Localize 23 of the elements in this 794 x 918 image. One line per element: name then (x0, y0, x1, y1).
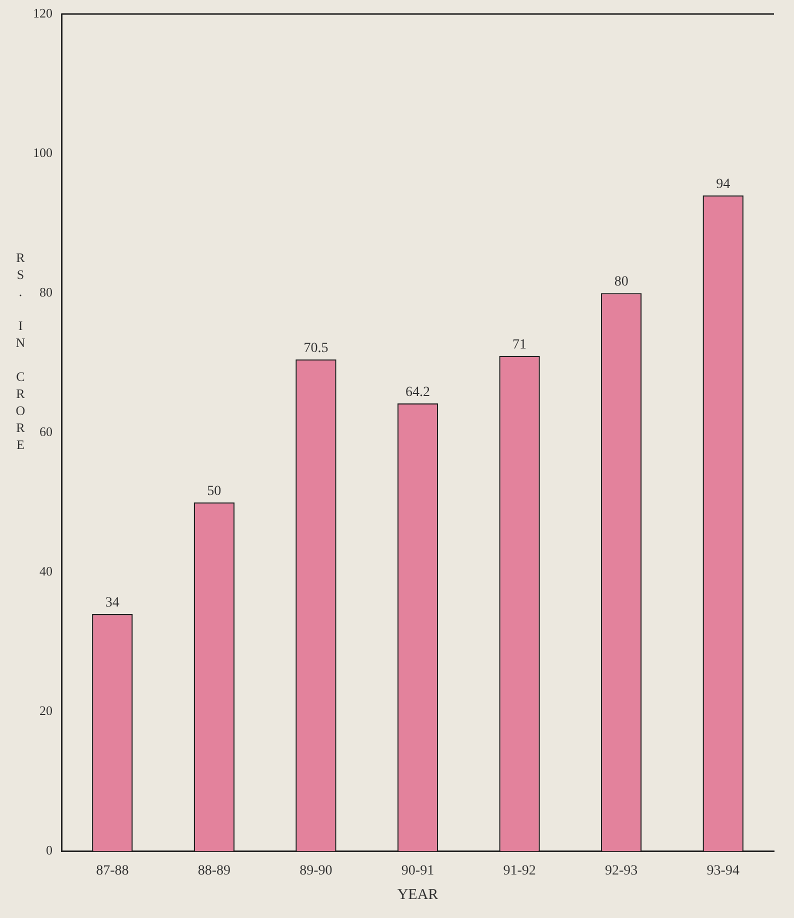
y-tick-label: 0 (46, 842, 52, 858)
data-label: 34 (105, 596, 120, 611)
x-axis-title: YEAR (397, 886, 438, 903)
x-tick-label: 93-94 (706, 863, 740, 878)
y-tick-label: 120 (33, 5, 52, 20)
data-label: 70.5 (304, 341, 328, 356)
data-label: 71 (512, 338, 527, 353)
data-label: 94 (716, 177, 730, 192)
x-tick-label: 89-90 (300, 863, 332, 878)
x-tick-label: 91-92 (503, 863, 536, 878)
x-tick-label: 88-89 (198, 863, 231, 878)
y-axis-title: RS. IN CRORE (12, 250, 28, 454)
x-tick-label: 87-88 (96, 863, 129, 878)
data-label: 50 (207, 484, 222, 500)
y-tick-label: 100 (33, 144, 52, 160)
y-tick-label: 80 (40, 284, 52, 300)
data-label: 80 (614, 274, 628, 290)
x-tick-label: 90-91 (401, 863, 434, 878)
x-tick-label: 92-93 (604, 863, 638, 878)
y-tick-label: 60 (40, 424, 52, 440)
y-tick-label: 20 (40, 703, 52, 718)
y-tick-label: 40 (40, 564, 52, 579)
data-label: 64.2 (406, 384, 430, 400)
